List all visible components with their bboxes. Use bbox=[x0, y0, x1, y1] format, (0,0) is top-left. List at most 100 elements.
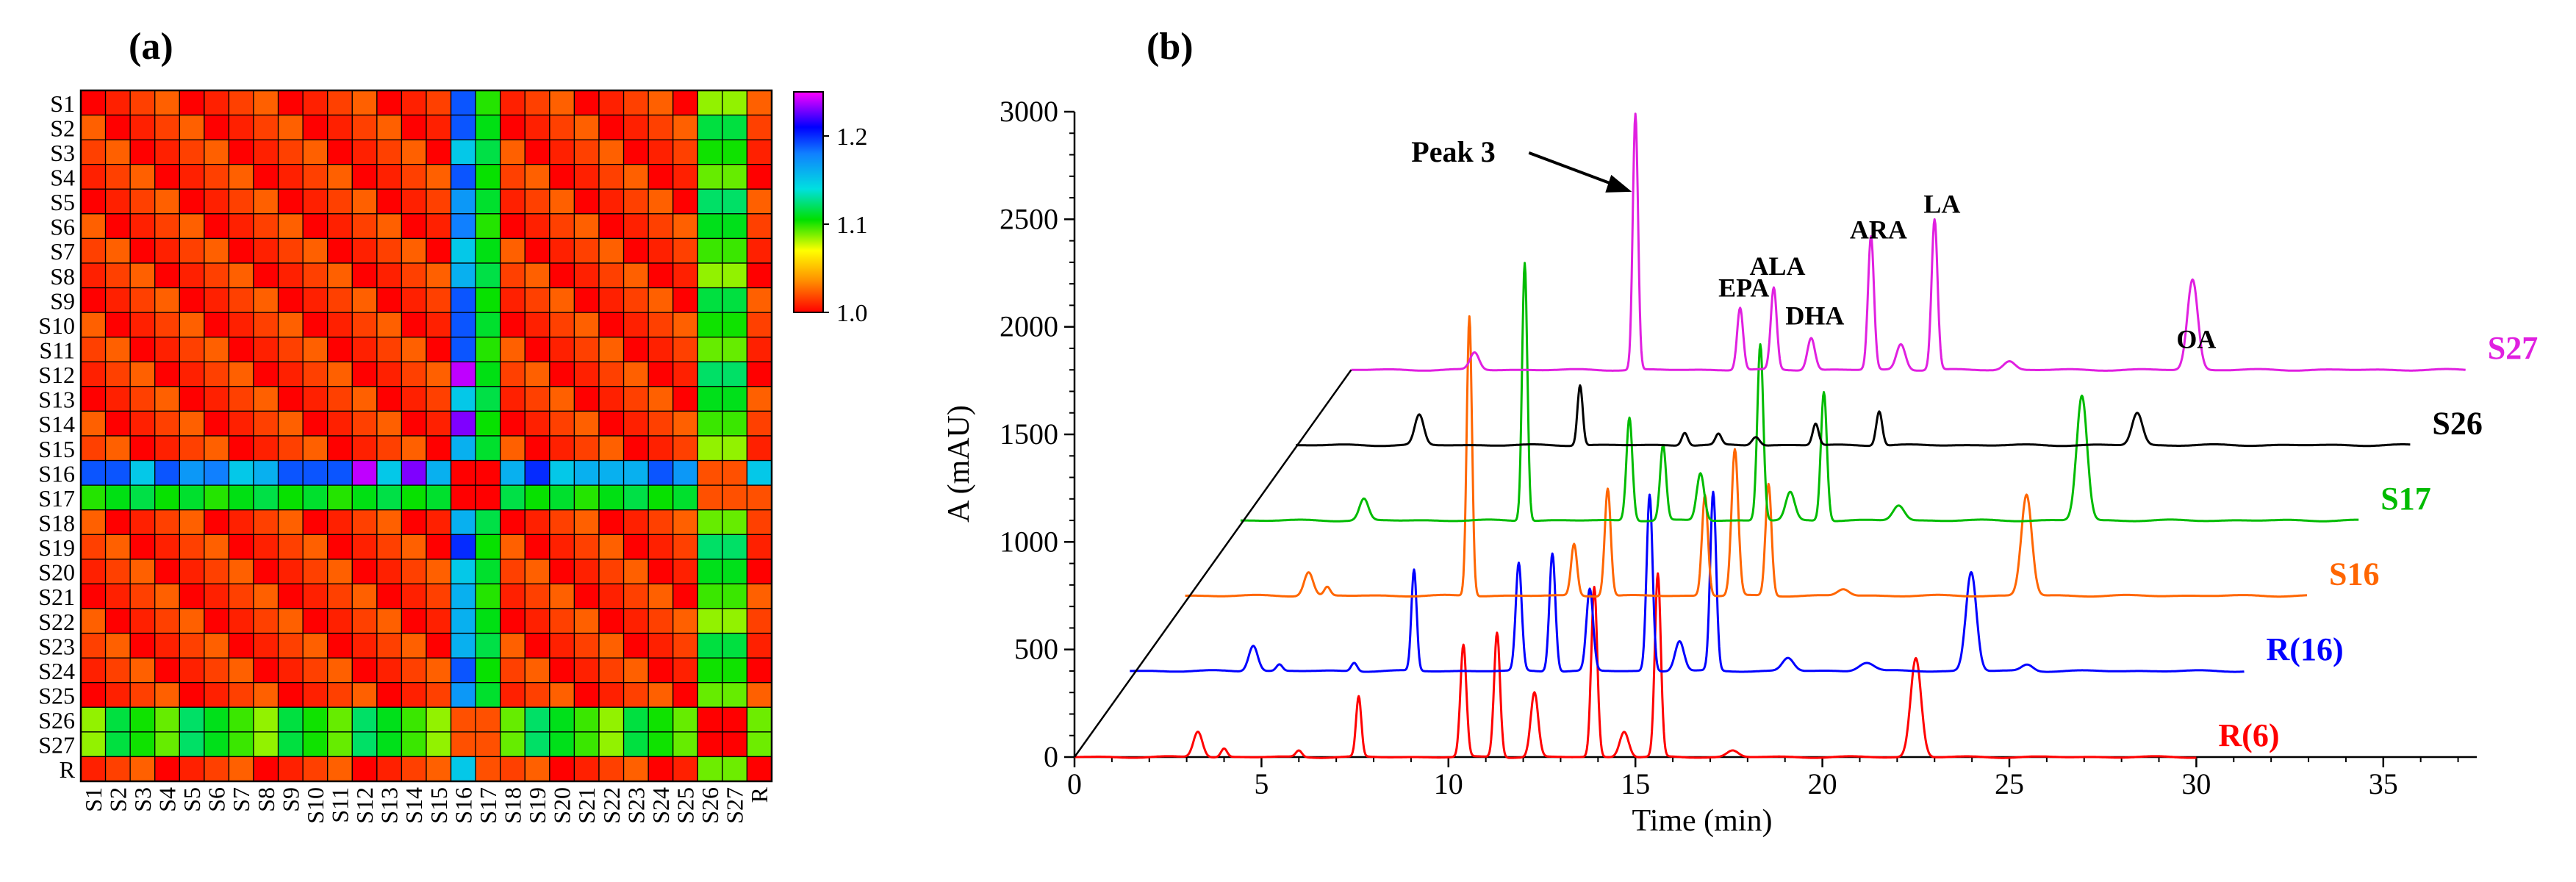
heatmap-cell bbox=[129, 139, 156, 165]
heatmap-cell bbox=[722, 237, 748, 264]
heatmap-cell bbox=[277, 386, 304, 412]
heatmap-cell bbox=[500, 114, 525, 140]
annotation-label: Peak 3 bbox=[1411, 135, 1495, 168]
colorbar-tick-label: 1.0 bbox=[836, 300, 868, 327]
peak-label: EPA bbox=[1718, 273, 1769, 302]
heatmap-cell bbox=[376, 559, 403, 585]
heatmap-cell bbox=[500, 435, 525, 462]
heatmap-cell bbox=[450, 583, 476, 609]
heatmap-cell bbox=[401, 114, 427, 140]
heatmap-cell bbox=[573, 90, 600, 116]
heatmap-cell bbox=[376, 361, 403, 387]
heatmap-cell bbox=[302, 361, 329, 387]
heatmap-cell bbox=[450, 509, 476, 535]
y-tick-label: 2000 bbox=[1000, 310, 1058, 343]
heatmap-cell bbox=[179, 657, 205, 684]
heatmap-cell bbox=[500, 534, 525, 560]
heatmap-cell bbox=[129, 337, 156, 362]
peak-label: ARA bbox=[1850, 215, 1907, 244]
heatmap-cell bbox=[722, 188, 748, 215]
heatmap-cell bbox=[179, 386, 205, 412]
heatmap-col-label: S25 bbox=[672, 787, 699, 824]
heatmap-cell bbox=[573, 534, 600, 560]
heatmap-cell bbox=[573, 188, 600, 215]
heatmap-cell bbox=[351, 435, 378, 462]
heatmap-cell bbox=[351, 509, 378, 535]
heatmap-cell bbox=[475, 509, 501, 535]
heatmap-cell bbox=[475, 632, 501, 659]
heatmap-cell bbox=[154, 164, 180, 190]
heatmap-cell bbox=[253, 534, 279, 560]
heatmap-cell bbox=[228, 534, 254, 560]
heatmap-cell bbox=[426, 435, 452, 462]
heatmap-cell bbox=[500, 632, 525, 659]
heatmap-cell bbox=[524, 262, 550, 289]
heatmap-cell bbox=[500, 459, 525, 486]
heatmap-cell bbox=[129, 756, 156, 782]
heatmap-cell bbox=[524, 559, 550, 585]
trace-s27 bbox=[1351, 112, 2466, 372]
heatmap-cell bbox=[746, 139, 772, 165]
heatmap-cell bbox=[351, 534, 378, 560]
heatmap-cell bbox=[253, 386, 279, 412]
heatmap-cell bbox=[277, 484, 304, 511]
heatmap-cell bbox=[623, 756, 649, 782]
heatmap-cell bbox=[475, 756, 501, 782]
heatmap-cell bbox=[129, 706, 156, 733]
heatmap-cell bbox=[426, 534, 452, 560]
heatmap-cell bbox=[549, 114, 575, 140]
heatmap-cell bbox=[253, 706, 279, 733]
heatmap-cell bbox=[549, 583, 575, 609]
x-tick-label: 10 bbox=[1434, 767, 1463, 800]
heatmap-col-label: S13 bbox=[376, 787, 403, 824]
heatmap-cell bbox=[351, 608, 378, 634]
heatmap-cell bbox=[351, 682, 378, 708]
heatmap-cell bbox=[672, 139, 698, 165]
heatmap-cell bbox=[500, 287, 525, 313]
heatmap-cell bbox=[302, 534, 329, 560]
heatmap-cell bbox=[426, 164, 452, 190]
heatmap-cell bbox=[228, 657, 254, 684]
heatmap-cell bbox=[154, 312, 180, 338]
heatmap-cell bbox=[327, 114, 353, 140]
heatmap-cell bbox=[401, 139, 427, 165]
heatmap-cell bbox=[672, 657, 698, 684]
heatmap-cell bbox=[351, 262, 378, 289]
heatmap-cell bbox=[80, 632, 107, 659]
heatmap-cell bbox=[697, 237, 723, 264]
heatmap-cell bbox=[204, 484, 230, 511]
heatmap-cell bbox=[500, 237, 525, 264]
heatmap-cell bbox=[302, 657, 329, 684]
heatmap-cell bbox=[154, 114, 180, 140]
heatmap-cell bbox=[80, 114, 107, 140]
heatmap-cell bbox=[426, 386, 452, 412]
heatmap-cell bbox=[129, 657, 156, 684]
heatmap-row-label: S4 bbox=[50, 165, 75, 191]
heatmap-cell bbox=[697, 731, 723, 758]
heatmap-cell bbox=[722, 657, 748, 684]
heatmap-cell bbox=[228, 559, 254, 585]
heatmap-cell bbox=[500, 410, 525, 437]
heatmap-cell bbox=[598, 410, 625, 437]
heatmap-cell bbox=[228, 312, 254, 338]
heatmap-cell bbox=[697, 632, 723, 659]
heatmap-cell bbox=[129, 410, 156, 437]
heatmap-cell bbox=[500, 756, 525, 782]
heatmap-cell bbox=[722, 386, 748, 412]
heatmap-cell bbox=[598, 188, 625, 215]
heatmap-cell bbox=[672, 706, 698, 733]
heatmap-cell bbox=[401, 262, 427, 289]
heatmap-cell bbox=[524, 608, 550, 634]
heatmap-cell bbox=[80, 459, 107, 486]
heatmap-cell bbox=[475, 484, 501, 511]
heatmap-cell bbox=[697, 756, 723, 782]
heatmap-cell bbox=[598, 706, 625, 733]
heatmap-cell bbox=[697, 361, 723, 387]
heatmap-cell bbox=[500, 559, 525, 585]
heatmap-cell bbox=[327, 386, 353, 412]
heatmap-cell bbox=[80, 90, 107, 116]
heatmap-cell bbox=[672, 114, 698, 140]
heatmap-cell bbox=[104, 706, 131, 733]
heatmap-cell bbox=[253, 237, 279, 264]
